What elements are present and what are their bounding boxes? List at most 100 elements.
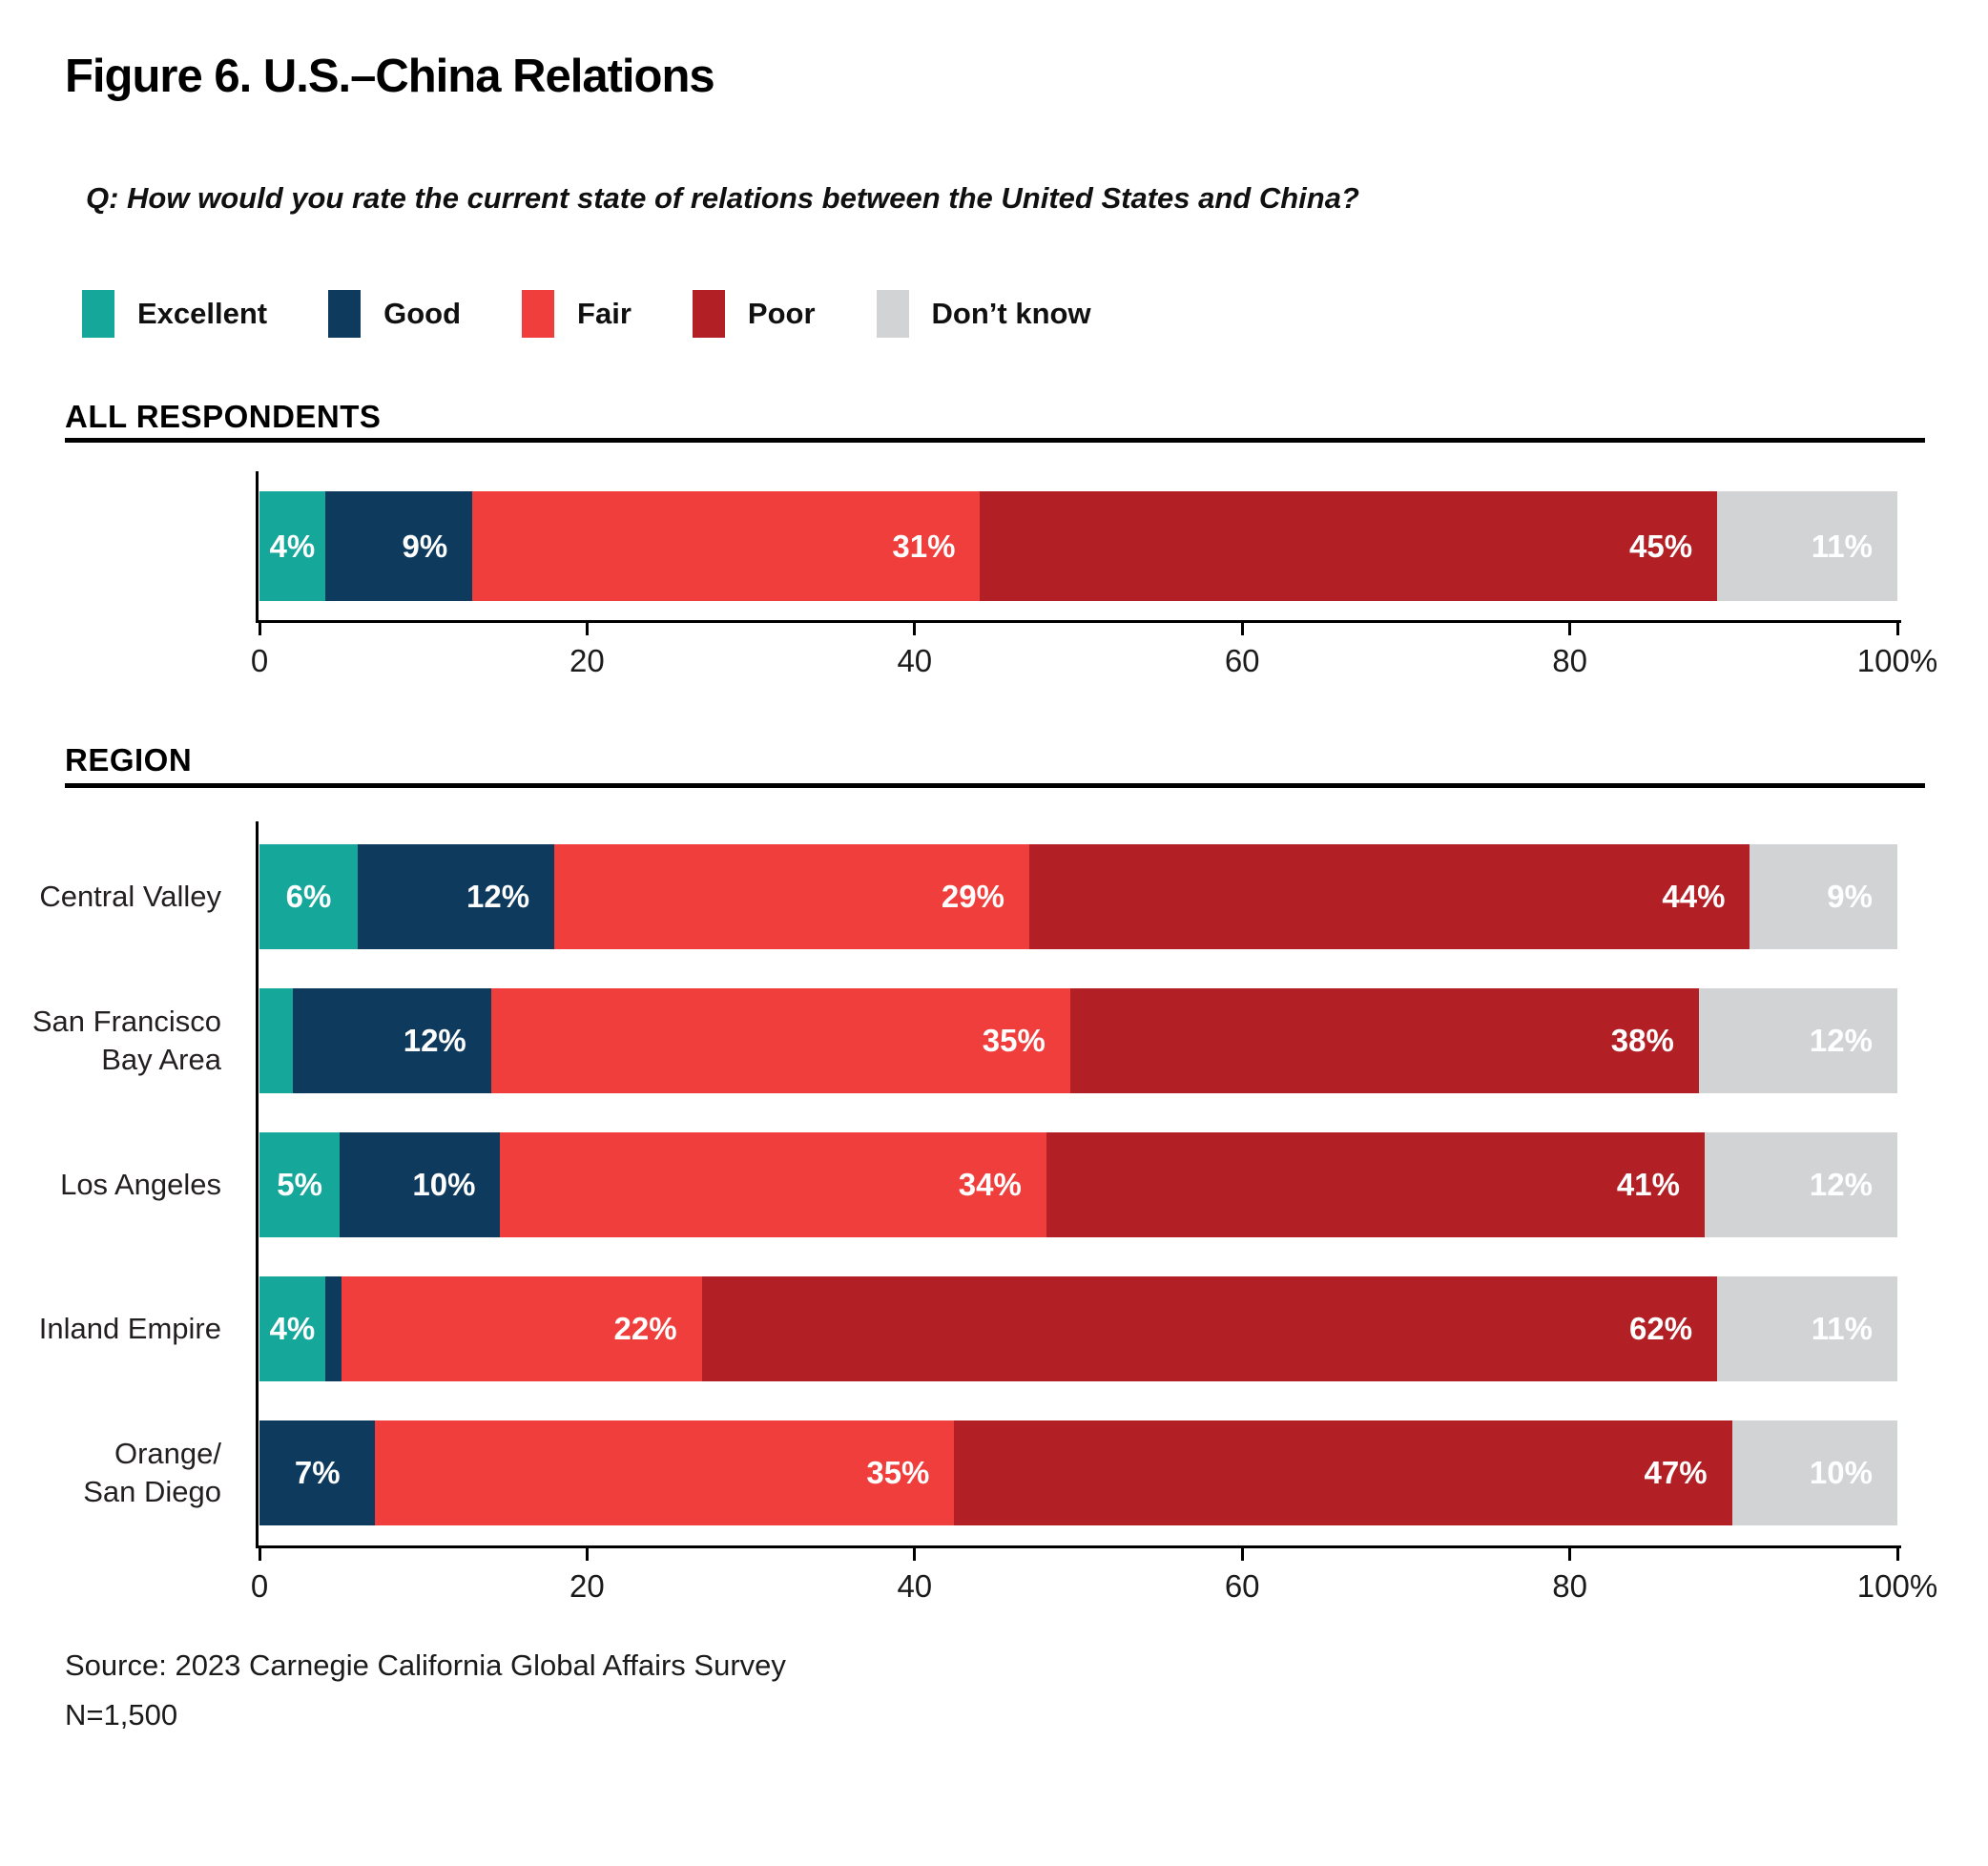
bar-segment-label: 4% [269,1311,316,1346]
axis-tick [1568,1548,1572,1561]
legend-label: Good [383,297,462,330]
bar-segment: 31% [472,491,981,601]
bar-segment [324,1276,342,1381]
legend-item: Good [328,290,461,338]
axis-tick [585,623,589,635]
row-label: San Francisco Bay Area [31,1004,221,1076]
bar-segment-label: 44% [1662,879,1726,914]
source-text: Source: 2023 Carnegie California Global … [65,1648,786,1682]
bar-row: 7% 35% 47% 10% [259,1420,1897,1525]
bar-segment: 44% [1028,844,1750,949]
x-axis [256,620,1901,623]
axis-tick [585,1548,589,1561]
survey-question: Q: How would you rate the current state … [86,181,1359,215]
bar-segment: 12% [358,844,555,949]
bar-segment: 41% [1046,1132,1705,1237]
row-label: Inland Empire [38,1311,221,1345]
section-heading-all-respondents: ALL RESPONDENTS [65,399,382,434]
axis-tick [913,1548,917,1561]
axis-tick-label: 20 [569,1568,605,1604]
axis-tick-label: 20 [569,643,605,678]
bar-segment: 12% [1698,988,1897,1093]
y-axis [256,471,259,623]
bar-segment: 45% [980,491,1718,601]
bar-segment: 38% [1069,988,1699,1093]
section-rule [65,783,1925,788]
bar-segment-label: 10% [1809,1455,1873,1490]
bar-segment: 10% [340,1132,501,1237]
row-label: Orange/ San Diego [83,1436,221,1508]
axis-tick-label: 0 [250,1568,269,1604]
bar-segment-label: 62% [1629,1311,1693,1346]
bar-segment-label: 12% [1809,1023,1873,1058]
legend-label: Don’t know [931,297,1091,330]
bar-segment-label: 31% [892,528,956,564]
section-rule [65,438,1925,443]
axis-tick-label: 80 [1552,643,1587,678]
axis-tick-label: 0 [250,643,269,678]
bar-segment: 5% [259,1132,341,1237]
bar-segment-label: 10% [412,1167,476,1202]
bar-segment-label: 38% [1610,1023,1674,1058]
bar-segment-label: 4% [269,528,316,564]
bar-row: 4% 9% 31% 45% 11% [259,491,1897,601]
bar-segment-label: 47% [1644,1455,1708,1490]
x-axis [256,1545,1901,1548]
bar-segment-label: 12% [403,1023,466,1058]
axis-tick [1568,623,1572,635]
bar-segment: 9% [324,491,473,601]
bar-segment-label: 9% [402,528,448,564]
bar-segment: 47% [954,1420,1732,1525]
bar-segment-label: 11% [1811,1311,1873,1346]
legend-label: Poor [747,297,816,330]
section-heading-region: REGION [65,742,193,778]
legend-swatch-4 [876,290,909,338]
bar-segment: 12% [292,988,491,1093]
bar-segment-label: 29% [941,879,1004,914]
bar-segment: 7% [259,1420,376,1525]
axis-tick [258,1548,261,1561]
bar-segment-label: 35% [866,1455,930,1490]
bar-segment-label: 22% [613,1311,677,1346]
bar-segment: 35% [490,988,1070,1093]
axis-tick-label: 40 [897,643,933,678]
bar-segment-label: 7% [294,1455,341,1490]
axis-tick-label: 60 [1224,643,1260,678]
bar-segment: 11% [1717,1276,1897,1381]
legend-item: Poor [692,290,816,338]
bar-segment: 9% [1750,844,1897,949]
bar-segment: 22% [341,1276,702,1381]
sample-size-text: N=1,500 [65,1698,178,1731]
axis-tick-label: 40 [897,1568,933,1604]
bar-segment-label: 34% [958,1167,1022,1202]
bar-segment: 10% [1731,1420,1897,1525]
bar-row: 6% 12% 29% 44% 9% [259,844,1897,949]
bar-segment: 29% [554,844,1029,949]
bar-segment-label: 5% [277,1167,322,1202]
legend-swatch-2 [522,290,555,338]
legend-swatch-3 [692,290,725,338]
row-label: Los Angeles [60,1167,221,1201]
bar-segment: 4% [259,1276,325,1381]
bar-segment: 62% [701,1276,1718,1381]
legend-label: Excellent [137,297,268,330]
legend-item: Fair [522,290,632,338]
bar-segment-label: 12% [1809,1167,1873,1202]
bar-row: 12% 35% 38% 12% [259,988,1897,1093]
axis-tick-label: 100% [1856,1568,1938,1604]
bar-row: 5% 10% 34% 41% 12% [259,1132,1897,1237]
bar-segment-label: 35% [982,1023,1046,1058]
axis-tick [913,623,917,635]
bar-segment: 6% [259,844,359,949]
bar-segment [259,988,293,1093]
axis-tick [1240,623,1244,635]
bar-segment: 4% [259,491,325,601]
bar-row: 4% 22% 62% 11% [259,1276,1897,1381]
axis-tick-label: 100% [1856,643,1938,678]
y-axis [256,821,259,1548]
bar-segment-label: 6% [285,879,332,914]
bar-segment-label: 11% [1811,528,1873,564]
bar-segment-label: 12% [466,879,530,914]
axis-tick [1240,1548,1244,1561]
